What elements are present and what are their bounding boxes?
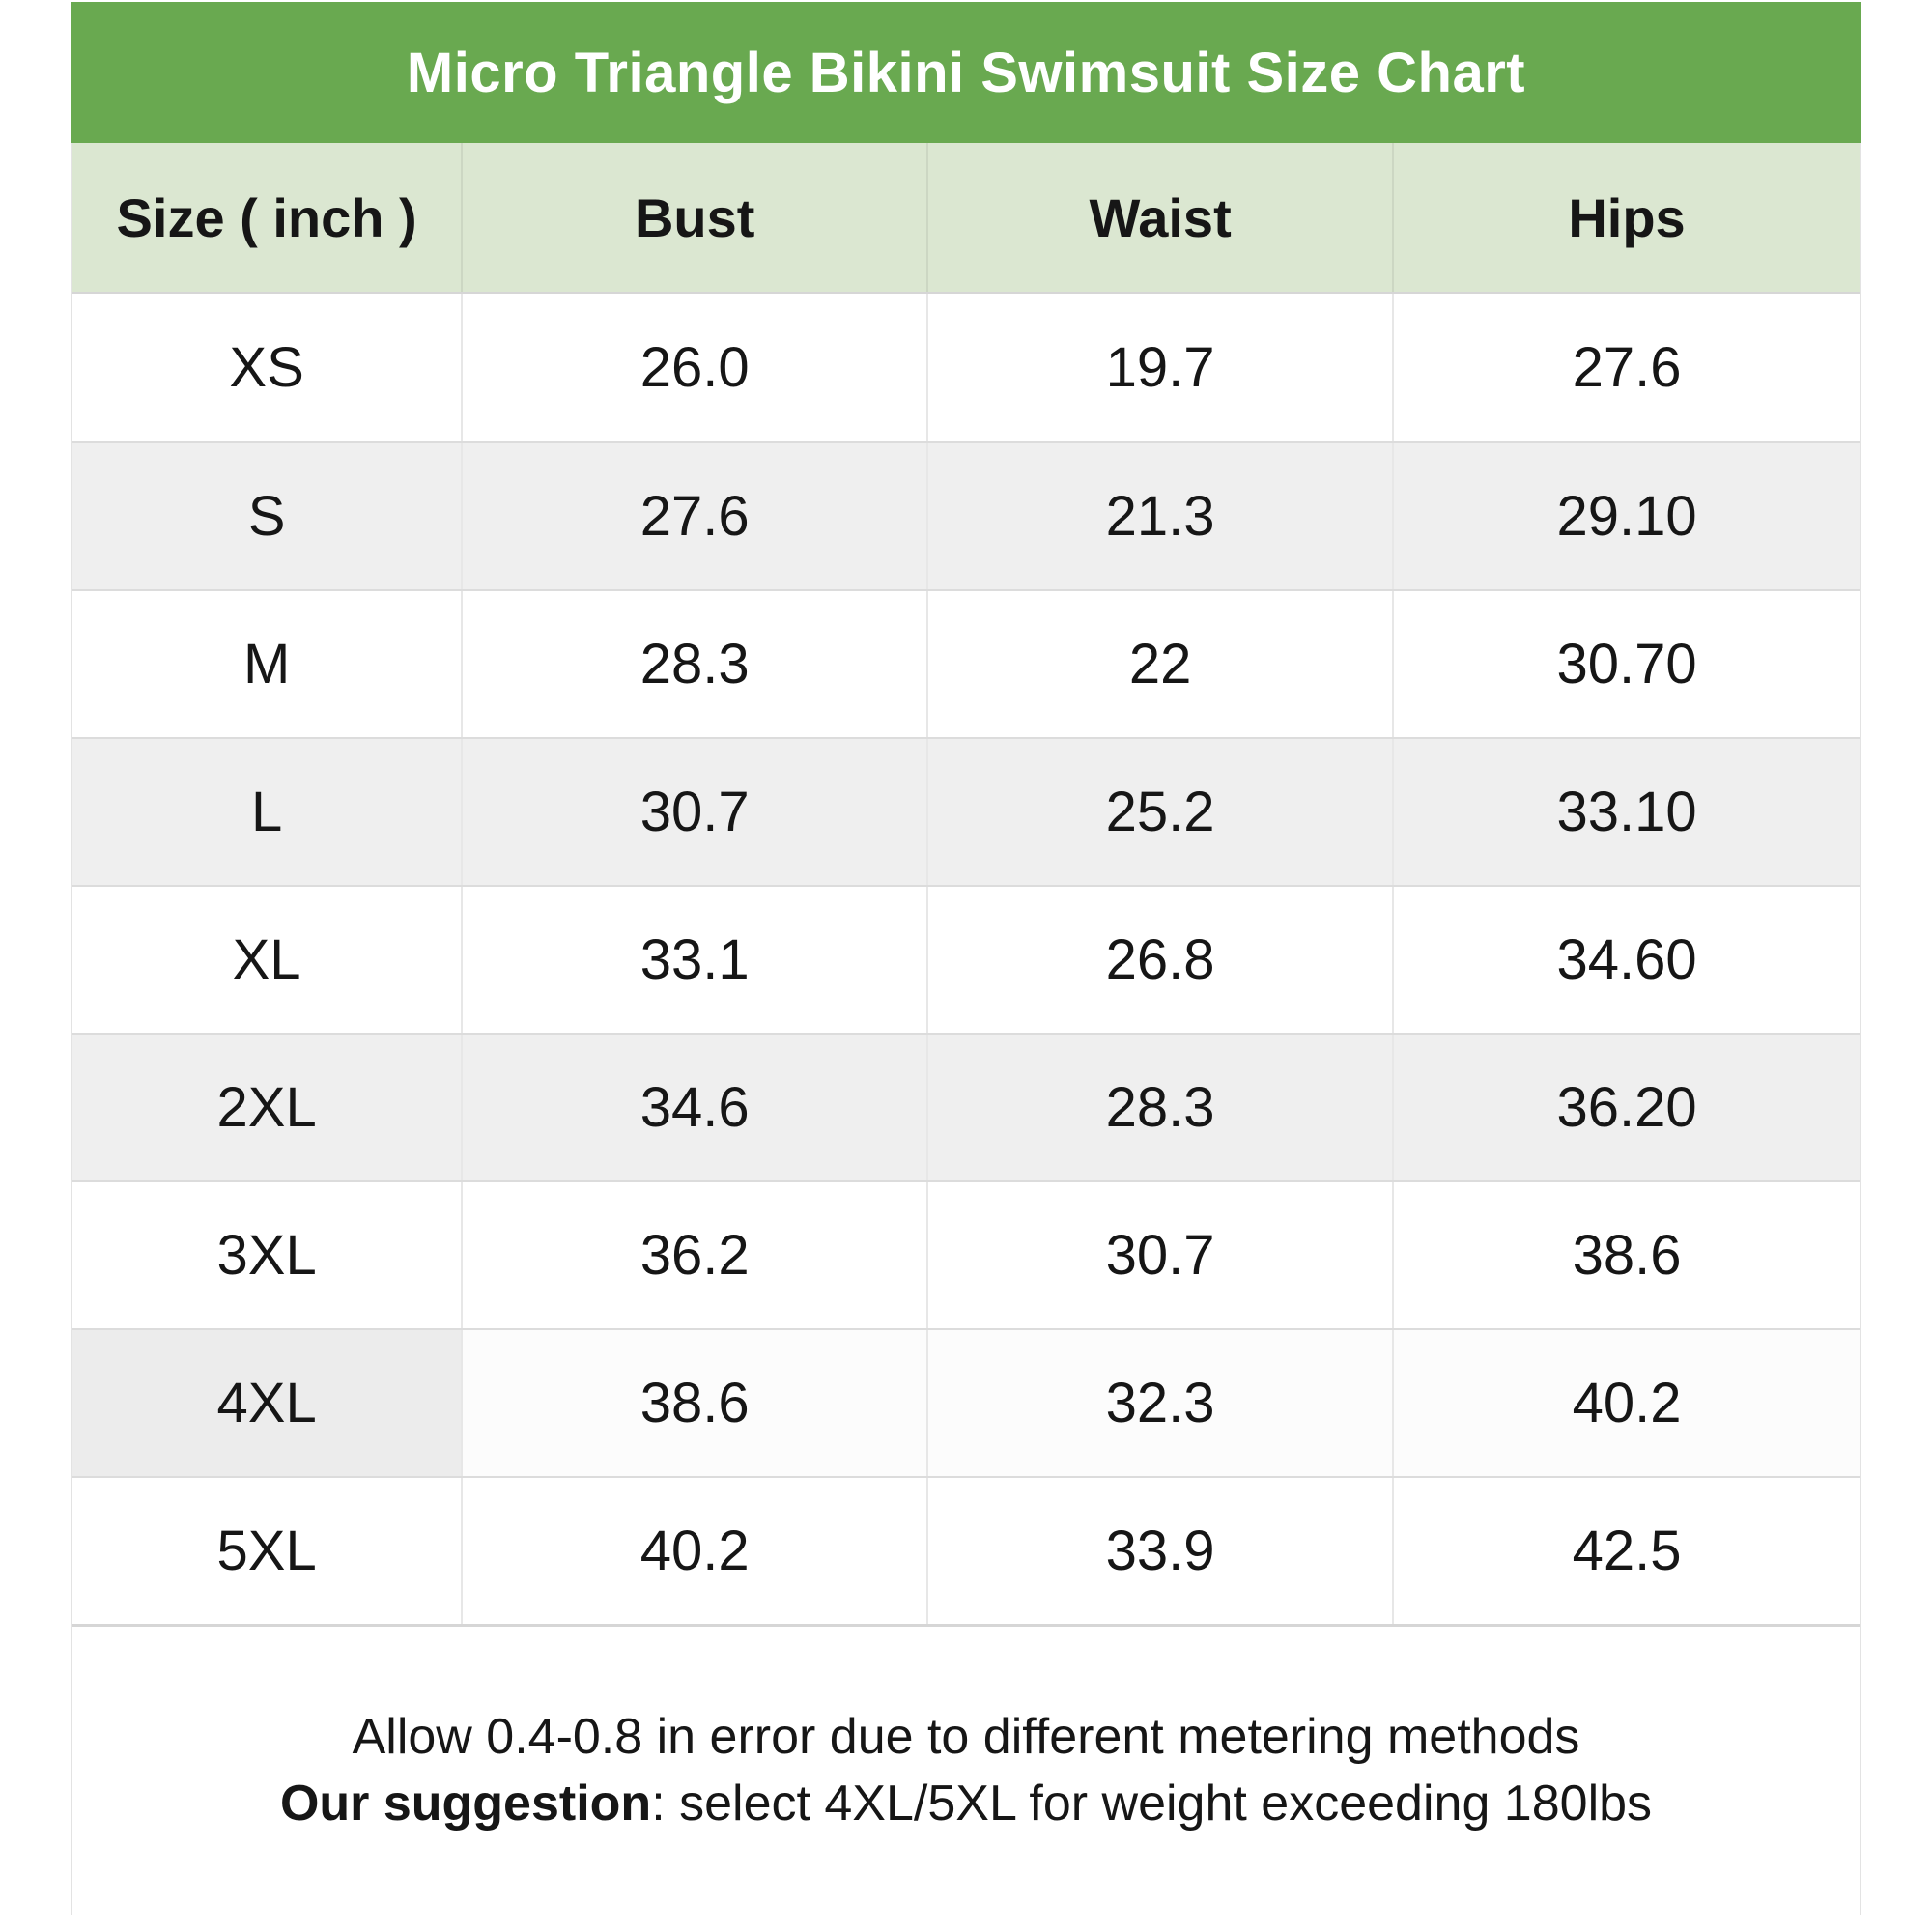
waist-cell: 25.2 [928,739,1395,885]
table-row-s: S 27.6 21.3 29.10 [72,441,1860,589]
size-chart-table: Micro Triangle Bikini Swimsuit Size Char… [71,2,1861,1915]
waist-cell: 19.7 [928,294,1395,441]
bust-cell: 26.0 [463,294,929,441]
size-cell: 4XL [72,1330,464,1476]
size-cell: XL [72,887,464,1033]
table-row-5xl: 5XL 40.2 33.9 42.5 [72,1476,1860,1624]
table-grid: Size ( inch ) Bust Waist Hips XS 26.0 19… [71,143,1861,1915]
hips-cell: 34.60 [1556,928,1697,991]
size-cell: XS [72,294,464,441]
table-title: Micro Triangle Bikini Swimsuit Size Char… [406,41,1526,104]
bust-cell: 27.6 [463,443,929,589]
size-cell: 5XL [72,1478,464,1624]
hips-cell: 38.6 [1572,1224,1682,1287]
bust-cell: 36.2 [463,1182,929,1328]
hips-cell: 33.10 [1556,781,1697,843]
waist-cell: 21.3 [928,443,1395,589]
waist-cell: 33.9 [928,1478,1395,1624]
table-row-4xl: 4XL 38.6 32.3 40.2 [72,1328,1860,1476]
size-cell: 3XL [72,1182,464,1328]
column-header-size: Size ( inch ) [72,143,464,292]
hips-cell: 36.20 [1556,1076,1697,1139]
bust-cell: 34.6 [463,1035,929,1180]
waist-cell: 30.7 [928,1182,1395,1328]
size-cell: 2XL [72,1035,464,1180]
footer-note-line1: Allow 0.4-0.8 in error due to different … [352,1709,1580,1766]
bust-cell: 30.7 [463,739,929,885]
table-row-2xl: 2XL 34.6 28.3 36.20 [72,1033,1860,1180]
hips-cell: 40.2 [1572,1372,1682,1435]
hips-cell: 27.6 [1572,336,1682,399]
table-row-xs: XS 26.0 19.7 27.6 [72,294,1860,441]
bust-cell: 28.3 [463,591,929,737]
waist-cell: 22 [928,591,1395,737]
table-row-3xl: 3XL 36.2 30.7 38.6 [72,1180,1860,1328]
table-row-l: L 30.7 25.2 33.10 [72,737,1860,885]
waist-cell: 26.8 [928,887,1395,1033]
bust-cell: 38.6 [463,1330,929,1476]
waist-cell: 32.3 [928,1330,1395,1476]
footer-note-line2: Our suggestion: select 4XL/5XL for weigh… [280,1771,1652,1837]
hips-cell: 29.10 [1556,485,1697,548]
table-header-row: Size ( inch ) Bust Waist Hips [72,143,1860,294]
column-header-waist: Waist [928,143,1395,292]
table-row-xl: XL 33.1 26.8 34.60 [72,885,1860,1033]
suggestion-label: Our suggestion [279,1776,652,1832]
bust-cell: 40.2 [463,1478,929,1624]
suggestion-text: : select 4XL/5XL for weight exceeding 18… [651,1776,1653,1832]
footer-note: Allow 0.4-0.8 in error due to different … [72,1624,1860,1915]
bust-cell: 33.1 [463,887,929,1033]
size-cell: L [72,739,464,885]
column-header-bust: Bust [463,143,929,292]
table-title-bar: Micro Triangle Bikini Swimsuit Size Char… [71,2,1861,143]
waist-cell: 28.3 [928,1035,1395,1180]
table-row-m: M 28.3 22 30.70 [72,589,1860,737]
hips-cell: 30.70 [1556,633,1697,696]
column-header-hips: Hips [1568,186,1686,248]
size-cell: S [72,443,464,589]
hips-cell: 42.5 [1572,1520,1682,1582]
size-cell: M [72,591,464,737]
